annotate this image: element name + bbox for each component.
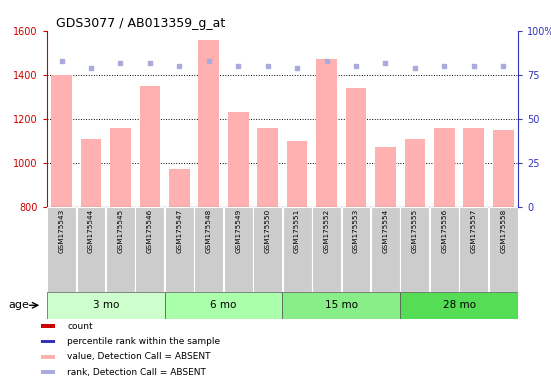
Bar: [41, 355, 55, 359]
Text: GSM175546: GSM175546: [147, 209, 153, 253]
Bar: [404, 139, 425, 207]
Bar: [77, 207, 105, 292]
Bar: [489, 207, 517, 292]
Bar: [430, 207, 459, 292]
Text: GSM175545: GSM175545: [117, 209, 123, 253]
Text: GSM175551: GSM175551: [294, 209, 300, 253]
Point: [469, 63, 478, 69]
Text: 15 mo: 15 mo: [325, 300, 358, 310]
Bar: [253, 207, 282, 292]
Point: [116, 60, 125, 66]
Bar: [165, 292, 282, 319]
Bar: [51, 75, 72, 207]
Bar: [375, 147, 396, 207]
Text: GSM175556: GSM175556: [441, 209, 447, 253]
Bar: [312, 207, 341, 292]
Text: GSM175544: GSM175544: [88, 209, 94, 253]
Text: GSM175547: GSM175547: [176, 209, 182, 253]
Bar: [198, 40, 219, 207]
Bar: [80, 139, 101, 207]
Bar: [47, 207, 76, 292]
Bar: [282, 292, 400, 319]
Point: [381, 60, 390, 66]
Bar: [110, 128, 131, 207]
Bar: [463, 128, 484, 207]
Text: GSM175554: GSM175554: [382, 209, 388, 253]
Bar: [41, 324, 55, 328]
Bar: [401, 207, 429, 292]
Bar: [139, 86, 160, 207]
Point: [352, 63, 360, 69]
Bar: [41, 339, 55, 343]
Bar: [224, 207, 253, 292]
Text: GSM175553: GSM175553: [353, 209, 359, 253]
Point: [145, 60, 154, 66]
Bar: [460, 207, 488, 292]
Point: [263, 63, 272, 69]
Text: percentile rank within the sample: percentile rank within the sample: [67, 337, 220, 346]
Point: [322, 58, 331, 64]
Text: GSM175550: GSM175550: [264, 209, 271, 253]
Text: GSM175543: GSM175543: [58, 209, 64, 253]
Text: GSM175555: GSM175555: [412, 209, 418, 253]
Text: GSM175548: GSM175548: [206, 209, 212, 253]
Bar: [434, 128, 455, 207]
Text: value, Detection Call = ABSENT: value, Detection Call = ABSENT: [67, 352, 210, 361]
Text: GSM175557: GSM175557: [471, 209, 477, 253]
Text: GSM175549: GSM175549: [235, 209, 241, 253]
Text: GDS3077 / AB013359_g_at: GDS3077 / AB013359_g_at: [56, 17, 225, 30]
Bar: [316, 60, 337, 207]
Bar: [169, 169, 190, 207]
Bar: [136, 207, 164, 292]
Point: [57, 58, 66, 64]
Bar: [283, 207, 311, 292]
Point: [499, 63, 507, 69]
Text: 3 mo: 3 mo: [93, 300, 119, 310]
Point: [204, 58, 213, 64]
Text: count: count: [67, 321, 93, 331]
Text: GSM175558: GSM175558: [500, 209, 506, 253]
Bar: [228, 113, 249, 207]
Bar: [342, 207, 370, 292]
Bar: [493, 130, 514, 207]
Bar: [106, 207, 135, 292]
Bar: [47, 292, 165, 319]
Point: [175, 63, 183, 69]
Text: 6 mo: 6 mo: [210, 300, 237, 310]
Bar: [195, 207, 223, 292]
Bar: [400, 292, 518, 319]
Bar: [287, 141, 307, 207]
Bar: [41, 370, 55, 374]
Point: [87, 65, 95, 71]
Point: [293, 65, 301, 71]
Bar: [371, 207, 400, 292]
Text: 28 mo: 28 mo: [442, 300, 476, 310]
Bar: [165, 207, 194, 292]
Bar: [257, 128, 278, 207]
Text: GSM175552: GSM175552: [323, 209, 329, 253]
Text: age: age: [8, 300, 29, 310]
Point: [410, 65, 419, 71]
Bar: [345, 88, 366, 207]
Text: rank, Detection Call = ABSENT: rank, Detection Call = ABSENT: [67, 367, 206, 377]
Point: [234, 63, 242, 69]
Point: [440, 63, 449, 69]
